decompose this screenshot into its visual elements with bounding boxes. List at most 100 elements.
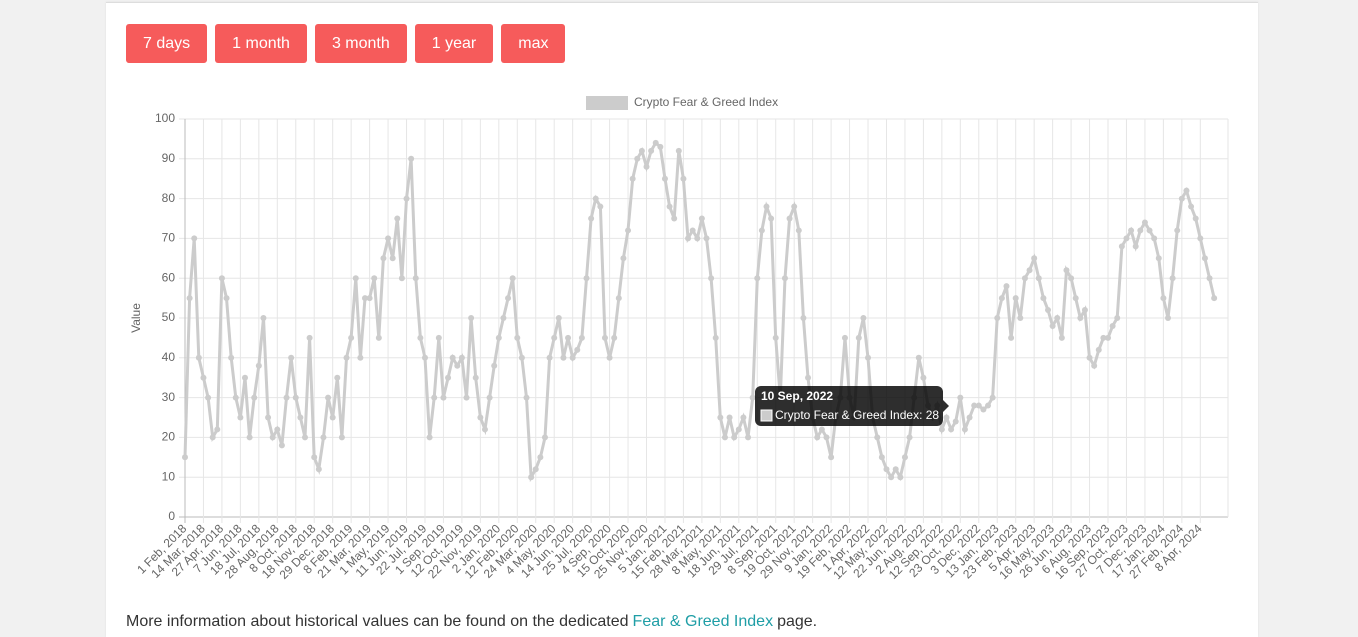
point — [1095, 346, 1102, 353]
point — [1178, 195, 1185, 202]
point — [860, 315, 867, 321]
point — [1123, 235, 1130, 242]
range-button[interactable]: 3 month — [314, 24, 407, 63]
point — [841, 334, 848, 341]
point — [283, 394, 290, 401]
point — [703, 235, 710, 242]
point — [338, 434, 345, 441]
point — [620, 255, 627, 262]
point — [454, 362, 461, 369]
point — [1174, 227, 1181, 234]
point — [1114, 315, 1121, 321]
point — [749, 394, 756, 401]
point — [768, 215, 775, 222]
point — [366, 295, 373, 302]
point — [241, 374, 248, 381]
point — [1017, 315, 1024, 321]
point — [578, 334, 585, 341]
footer-after: page. — [777, 613, 818, 630]
point — [901, 454, 908, 461]
point — [472, 374, 479, 381]
point — [671, 215, 678, 222]
point — [975, 402, 982, 409]
point — [597, 203, 604, 210]
point — [915, 354, 922, 361]
point — [606, 354, 613, 361]
point — [385, 235, 392, 242]
point — [186, 295, 193, 302]
point — [297, 414, 304, 421]
point — [906, 434, 913, 441]
point — [1031, 255, 1038, 262]
point — [800, 315, 807, 321]
point — [255, 362, 262, 369]
point — [855, 334, 862, 341]
point — [685, 235, 692, 242]
point — [1072, 295, 1079, 302]
point — [278, 442, 285, 449]
point — [758, 227, 765, 234]
point — [408, 155, 415, 162]
card: 7 days 1 month 3 month 1 year max 0 10 20 30 40 5… — [106, 2, 1258, 637]
point — [892, 466, 899, 473]
point — [717, 414, 724, 421]
point — [638, 147, 645, 154]
point — [477, 414, 484, 421]
tooltip-title: 10 Sep, 2022 — [761, 389, 833, 403]
point — [1086, 354, 1093, 361]
y-tick-label: 70 — [162, 231, 176, 245]
point — [980, 406, 987, 413]
grid — [179, 118, 1229, 523]
point — [1137, 227, 1144, 234]
point — [232, 394, 239, 401]
point — [348, 334, 355, 341]
point — [966, 414, 973, 421]
point — [205, 394, 212, 401]
range-button[interactable]: 7 days — [126, 24, 208, 63]
point — [505, 295, 512, 302]
y-axis-title: Value — [129, 303, 143, 333]
point — [223, 295, 230, 302]
point — [551, 334, 558, 341]
y-tick-label: 100 — [155, 111, 175, 125]
range-buttons: 7 days 1 month 3 month 1 year max — [126, 24, 566, 63]
point — [357, 354, 364, 361]
point — [491, 362, 498, 369]
point — [611, 334, 618, 341]
point — [661, 175, 668, 182]
point — [237, 414, 244, 421]
point — [920, 374, 927, 381]
point — [1026, 267, 1033, 274]
point — [1008, 334, 1015, 341]
point — [1169, 275, 1176, 282]
point — [560, 354, 567, 361]
point — [698, 215, 705, 222]
range-button[interactable]: max — [501, 24, 566, 63]
point — [574, 346, 581, 353]
point — [754, 275, 761, 282]
point — [1109, 322, 1116, 329]
point — [878, 454, 885, 461]
point — [583, 275, 590, 282]
link[interactable]: Fear & Greed Index — [632, 613, 774, 630]
point — [952, 418, 959, 425]
point — [786, 215, 793, 222]
point — [182, 454, 188, 461]
point — [989, 394, 996, 401]
point — [463, 394, 470, 401]
point — [985, 402, 992, 409]
point — [417, 334, 424, 341]
point — [1128, 227, 1135, 234]
point — [828, 454, 835, 461]
point — [301, 434, 308, 441]
point — [449, 354, 456, 361]
point — [938, 426, 945, 433]
point — [1192, 215, 1199, 222]
point — [615, 295, 622, 302]
range-button[interactable]: 1 month — [215, 24, 307, 63]
range-button[interactable]: 1 year — [414, 24, 494, 63]
point — [195, 354, 202, 361]
point — [1077, 315, 1084, 321]
point — [1201, 255, 1208, 262]
point — [689, 227, 696, 234]
